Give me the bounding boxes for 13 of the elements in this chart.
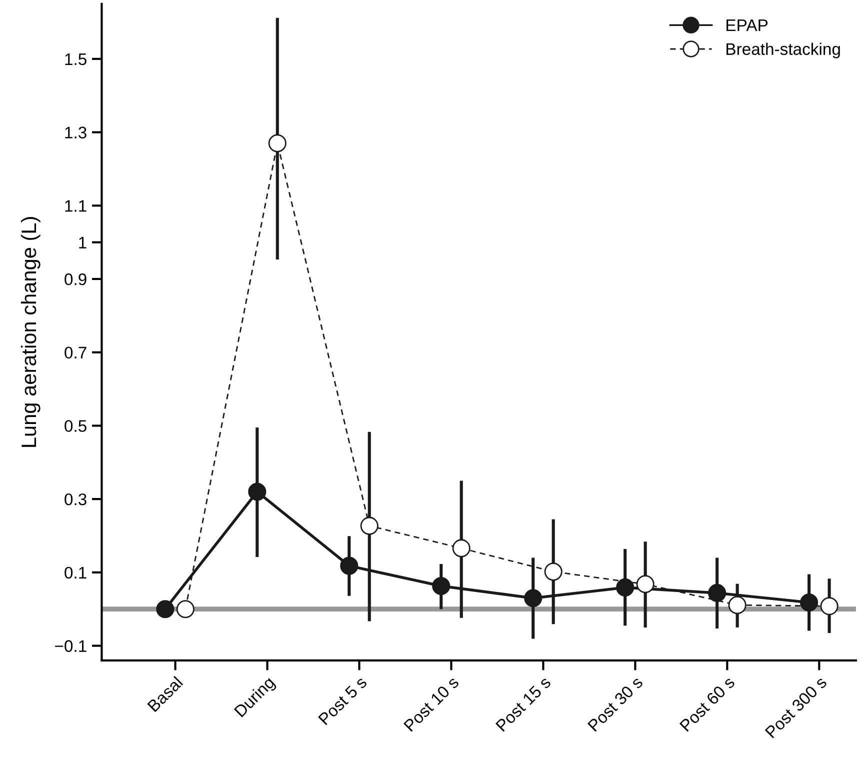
y-axis-title: Lung aeration change (L) [20, 217, 40, 447]
y-tick-label: 1 [79, 236, 86, 248]
y-tick-label: 1.3 [65, 126, 86, 138]
y-tick-label: 0.1 [64, 566, 86, 579]
legend-label: Breath-stacking [726, 42, 840, 58]
y-tick-label: 0.7 [64, 346, 86, 359]
legend-label: EPAP [726, 19, 768, 31]
y-tick-label: 1.5 [65, 53, 86, 66]
y-tick-label: 0.3 [64, 493, 86, 506]
y-tick-label: 1.1 [65, 200, 86, 212]
y-tick-label: 0.9 [64, 273, 86, 286]
y-tick-label: 0.5 [64, 420, 86, 432]
y-tick-label: −0.1 [55, 640, 86, 652]
